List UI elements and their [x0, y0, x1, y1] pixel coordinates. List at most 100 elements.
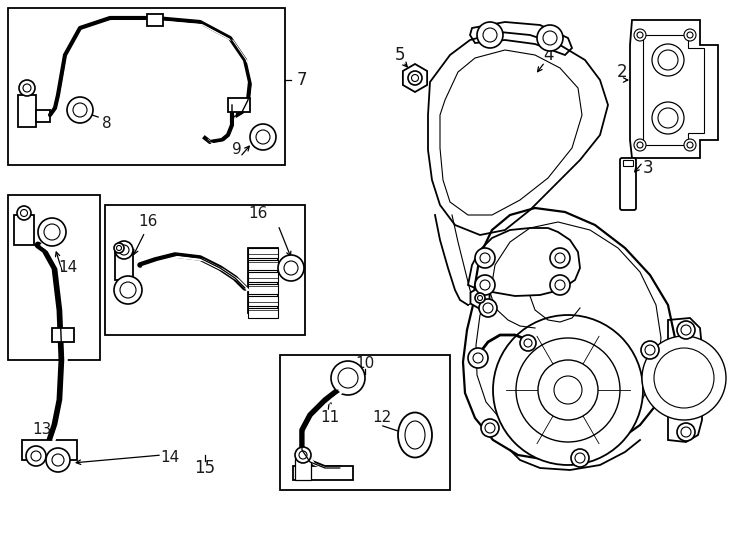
Bar — [248, 248, 278, 313]
Circle shape — [73, 103, 87, 117]
Text: 8: 8 — [102, 116, 112, 131]
Circle shape — [478, 295, 482, 300]
Circle shape — [250, 124, 276, 150]
Bar — [18, 95, 36, 127]
Circle shape — [117, 246, 122, 251]
Circle shape — [44, 224, 60, 240]
Bar — [280, 355, 450, 490]
Circle shape — [537, 25, 563, 51]
Bar — [22, 440, 77, 460]
Bar — [623, 160, 633, 166]
Bar — [248, 260, 278, 270]
Circle shape — [26, 446, 46, 466]
FancyBboxPatch shape — [620, 158, 636, 210]
Circle shape — [658, 108, 678, 128]
Circle shape — [284, 261, 298, 275]
Bar — [105, 205, 305, 335]
Circle shape — [483, 28, 497, 42]
Circle shape — [119, 245, 129, 255]
Circle shape — [21, 210, 27, 217]
Circle shape — [412, 75, 418, 82]
Text: 16: 16 — [248, 206, 268, 220]
Circle shape — [637, 32, 643, 38]
Circle shape — [524, 339, 532, 347]
Circle shape — [475, 293, 485, 303]
Circle shape — [658, 50, 678, 70]
Circle shape — [475, 275, 495, 295]
Circle shape — [299, 451, 307, 459]
Circle shape — [543, 31, 557, 45]
Bar — [248, 296, 278, 306]
Circle shape — [481, 419, 499, 437]
Circle shape — [538, 360, 598, 420]
Circle shape — [475, 248, 495, 268]
Text: 13: 13 — [32, 422, 51, 437]
Circle shape — [338, 368, 358, 388]
Bar — [248, 308, 278, 318]
Text: 9: 9 — [232, 143, 242, 158]
Text: 4: 4 — [542, 46, 553, 64]
Circle shape — [554, 376, 582, 404]
Text: 1: 1 — [617, 399, 628, 417]
Bar — [228, 98, 250, 112]
Circle shape — [256, 130, 270, 144]
Circle shape — [555, 253, 565, 263]
Text: 2: 2 — [617, 63, 628, 81]
Ellipse shape — [398, 413, 432, 457]
Text: 10: 10 — [355, 355, 374, 370]
Bar — [147, 14, 163, 26]
Circle shape — [477, 22, 503, 48]
Bar — [248, 272, 278, 282]
Bar — [293, 466, 353, 480]
Circle shape — [652, 44, 684, 76]
Circle shape — [681, 427, 691, 437]
Circle shape — [483, 303, 493, 313]
Bar — [115, 252, 133, 280]
Text: 3: 3 — [643, 159, 653, 177]
Bar — [8, 8, 285, 165]
Circle shape — [550, 248, 570, 268]
Text: 7: 7 — [297, 71, 308, 89]
Circle shape — [115, 241, 133, 259]
Circle shape — [550, 275, 570, 295]
Circle shape — [120, 282, 136, 298]
Text: 14: 14 — [59, 260, 78, 275]
Text: 15: 15 — [195, 459, 216, 477]
Circle shape — [19, 80, 35, 96]
Circle shape — [637, 142, 643, 148]
Text: 5: 5 — [395, 46, 405, 64]
Circle shape — [571, 449, 589, 467]
Circle shape — [479, 299, 497, 317]
Circle shape — [114, 243, 124, 253]
Circle shape — [473, 353, 483, 363]
Circle shape — [468, 348, 488, 368]
Circle shape — [67, 97, 93, 123]
Circle shape — [677, 321, 695, 339]
Circle shape — [684, 29, 696, 41]
Circle shape — [408, 71, 422, 85]
Circle shape — [634, 139, 646, 151]
Circle shape — [684, 139, 696, 151]
Circle shape — [575, 453, 585, 463]
Circle shape — [480, 253, 490, 263]
Circle shape — [52, 454, 64, 466]
Bar — [248, 284, 278, 294]
Circle shape — [642, 336, 726, 420]
Bar — [8, 195, 100, 360]
Circle shape — [645, 345, 655, 355]
Circle shape — [687, 142, 693, 148]
Circle shape — [652, 102, 684, 134]
Circle shape — [516, 338, 620, 442]
Circle shape — [38, 218, 66, 246]
Circle shape — [677, 423, 695, 441]
Circle shape — [634, 29, 646, 41]
Circle shape — [17, 206, 31, 220]
Circle shape — [654, 348, 714, 408]
Text: 14: 14 — [160, 450, 180, 465]
Circle shape — [295, 447, 311, 463]
Circle shape — [641, 341, 659, 359]
Circle shape — [485, 423, 495, 433]
Circle shape — [493, 315, 643, 465]
Bar — [295, 458, 311, 480]
Circle shape — [46, 448, 70, 472]
